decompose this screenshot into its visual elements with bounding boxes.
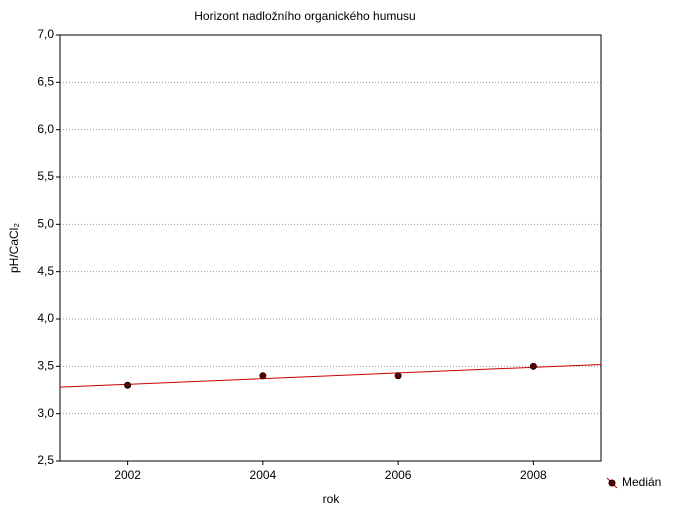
plot-frame (59, 34, 602, 462)
y-tick-label: 7,0 (37, 27, 54, 41)
x-tick-label: 2008 (520, 468, 547, 482)
point (259, 372, 267, 380)
x-axis-label: rok (323, 492, 341, 506)
point (529, 362, 537, 370)
x-tick-label: 2006 (385, 468, 412, 482)
point (394, 372, 402, 380)
y-tick-label: 4,5 (37, 264, 54, 278)
legend-label: Medián (622, 475, 661, 489)
y-tick-label: 3,0 (37, 406, 54, 420)
y-axis-label: pH/CaCl₂ (7, 223, 21, 273)
chart-title: Horizont nadložního organického humusu (194, 9, 415, 23)
y-tick-label: 5,5 (37, 169, 54, 183)
x-tick-label: 2004 (250, 468, 277, 482)
legend-marker (608, 479, 616, 487)
x-tick-label: 2002 (114, 468, 141, 482)
y-tick-label: 3,5 (37, 359, 54, 373)
y-tick-label: 2,5 (37, 453, 54, 467)
trend-line (59, 363, 602, 388)
y-tick-label: 6,0 (37, 122, 54, 136)
y-tick-label: 5,0 (37, 217, 54, 231)
point (124, 381, 132, 389)
y-tick-label: 4,0 (37, 311, 54, 325)
y-tick-label: 6,5 (37, 75, 54, 89)
